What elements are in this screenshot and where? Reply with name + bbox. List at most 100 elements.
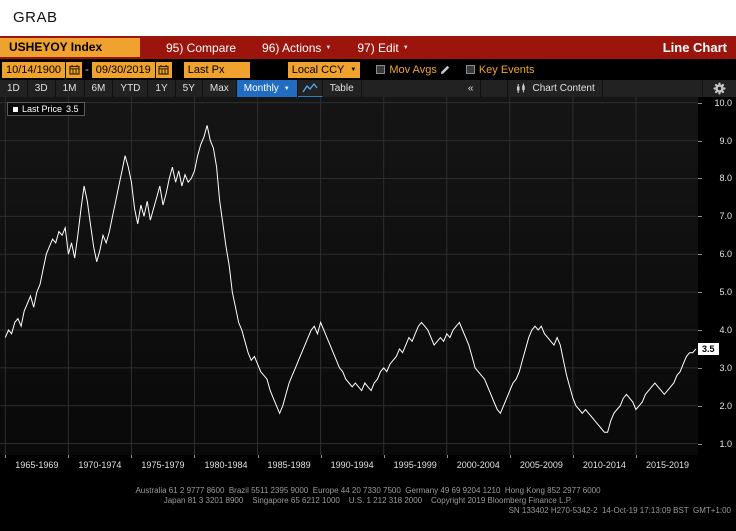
x-axis-tickmark: [635, 455, 637, 458]
line-chart-type-button[interactable]: [297, 80, 323, 97]
mov-avgs-label: Mov Avgs: [389, 63, 437, 76]
x-axis-tickmark: [446, 455, 448, 458]
x-axis-tickmark: [131, 455, 133, 458]
menu-bar: USHEYOY Index 95) Compare 96) Actions ▼ …: [0, 36, 736, 59]
menu-compare[interactable]: 95) Compare: [166, 41, 236, 55]
checkbox-box: [376, 65, 386, 74]
y-axis-tickmark: [698, 216, 702, 218]
x-axis-label: 1980-1984: [204, 460, 248, 470]
y-axis-tickmark: [698, 367, 702, 369]
y-axis-tickmark: [698, 102, 702, 104]
y-axis-tickmark: [698, 254, 702, 256]
chart-content-button[interactable]: Chart Content: [507, 80, 603, 97]
x-axis-label: 1995-1999: [393, 460, 437, 470]
date-to-input[interactable]: 09/30/2019: [91, 61, 155, 78]
x-axis: 1965-1969 1970-1974 1975-1979 1980-1984 1985…: [0, 455, 698, 473]
chart-toolbar: 1D 3D 1M 6M YTD 1Y 5Y Max Monthly ▼ Tabl…: [0, 80, 736, 97]
calendar-glyph: [158, 65, 169, 75]
compare-label: 95) Compare: [166, 40, 237, 55]
y-axis-label: 8.0: [719, 173, 732, 184]
x-axis-tickmark: [509, 455, 511, 458]
frequency-label: Monthly: [243, 83, 279, 94]
candlestick-icon: [517, 83, 526, 93]
period-ytd[interactable]: YTD: [113, 80, 149, 97]
security-ticker-input[interactable]: USHEYOY Index: [0, 38, 140, 57]
legend-series-label: Last Price: [22, 104, 63, 114]
currency-label: Local CCY: [291, 63, 345, 76]
footer-contacts-line1: Australia 61 2 9777 8600 Brazil 5511 239…: [135, 486, 601, 495]
period-1d[interactable]: 1D: [0, 80, 28, 97]
chart-area: Last Price 3.5 3.5 1.0 2.0 3.0 4.0 5.0 6.0 7.0…: [0, 97, 736, 455]
legend[interactable]: Last Price 3.5: [7, 102, 85, 116]
key-events-label: Key Events: [478, 63, 535, 76]
chevron-down-icon: ▼: [350, 66, 357, 73]
y-axis-tickmark: [698, 329, 702, 331]
collapse-panel-button[interactable]: «: [461, 80, 482, 97]
toolbar-spacer: [603, 80, 702, 97]
x-axis-label: 1970-1974: [78, 460, 122, 470]
period-3d[interactable]: 3D: [28, 80, 56, 97]
y-axis-label: 1.0: [719, 438, 732, 449]
key-events-checkbox[interactable]: Key Events: [465, 63, 535, 76]
x-axis-tickmark: [257, 455, 259, 458]
toolbar-spacer: [481, 80, 507, 97]
footer-session-info: SN 133402 H270-5342-2 14-Oct-19 17:13:09…: [508, 506, 731, 515]
period-6m[interactable]: 6M: [85, 80, 114, 97]
pencil-glyph: [440, 65, 450, 74]
gear-icon: [713, 82, 726, 95]
date-from-input[interactable]: 10/14/1900: [2, 61, 66, 78]
actions-label: 96) Actions: [262, 40, 322, 55]
controls-bar: 10/14/1900 - 09/30/2019 Last Px: [0, 59, 736, 80]
footer-contacts-line2: Japan 81 3 3201 8900 Singapore 65 6212 1…: [163, 496, 573, 505]
calendar-icon[interactable]: [155, 61, 172, 78]
x-axis-tickmark: [320, 455, 322, 458]
period-1m[interactable]: 1M: [56, 80, 85, 97]
price-field-select[interactable]: Last Px: [183, 61, 250, 78]
grab-bar: GRAB: [0, 0, 736, 36]
chevron-down-icon: ▼: [402, 44, 409, 51]
frequency-select[interactable]: Monthly ▼: [236, 80, 298, 97]
x-axis-label: 1965-1969: [15, 460, 59, 470]
chart-content-label: Chart Content: [532, 83, 595, 94]
x-axis-label: 2005-2009: [519, 460, 563, 470]
calendar-icon[interactable]: [66, 61, 83, 78]
x-axis-label: 2010-2014: [582, 460, 626, 470]
legend-value: 3.5: [66, 104, 79, 114]
period-max[interactable]: Max: [203, 80, 237, 97]
chevron-down-icon: ▼: [325, 44, 332, 51]
toolbar-spacer: [362, 80, 461, 97]
chevron-down-icon: ▼: [283, 85, 290, 92]
plot-area[interactable]: Last Price 3.5: [0, 97, 698, 455]
period-5y[interactable]: 5Y: [176, 80, 203, 97]
line-chart-icon: [302, 82, 318, 93]
y-axis-label: 9.0: [719, 135, 732, 146]
x-axis-label: 1990-1994: [330, 460, 374, 470]
x-axis-tickmark: [383, 455, 385, 458]
pencil-icon[interactable]: [440, 65, 450, 75]
settings-gear-button[interactable]: [702, 80, 736, 97]
y-axis-tickmark: [698, 292, 702, 294]
chart-canvas[interactable]: [0, 97, 698, 455]
checkbox-box: [465, 65, 475, 74]
table-button[interactable]: Table: [323, 80, 362, 97]
series-swatch: [13, 106, 18, 112]
currency-select[interactable]: Local CCY ▼: [287, 61, 361, 78]
y-axis-label: 5.0: [719, 287, 732, 298]
y-axis-label: 7.0: [719, 211, 732, 222]
footer: Australia 61 2 9777 8600 Brazil 5511 239…: [0, 473, 736, 531]
menu-actions[interactable]: 96) Actions ▼: [262, 41, 331, 55]
period-1y[interactable]: 1Y: [148, 80, 176, 97]
y-axis-tickmark: [698, 140, 702, 142]
y-axis-label: 10.0: [714, 97, 732, 108]
date-range-separator: -: [85, 63, 89, 76]
mov-avgs-checkbox[interactable]: Mov Avgs: [376, 64, 437, 76]
menu-edit[interactable]: 97) Edit ▼: [357, 41, 408, 55]
x-axis-label: 2000-2004: [456, 460, 500, 470]
x-axis-tickmark: [5, 455, 7, 458]
y-axis-label: 6.0: [719, 249, 732, 260]
x-axis-label: 1975-1979: [141, 460, 185, 470]
y-axis: 3.5 1.0 2.0 3.0 4.0 5.0 6.0 7.0 8.0 9.0 10.0: [698, 97, 736, 455]
y-axis-tickmark: [698, 405, 702, 407]
x-axis-label: 1985-1989: [267, 460, 311, 470]
